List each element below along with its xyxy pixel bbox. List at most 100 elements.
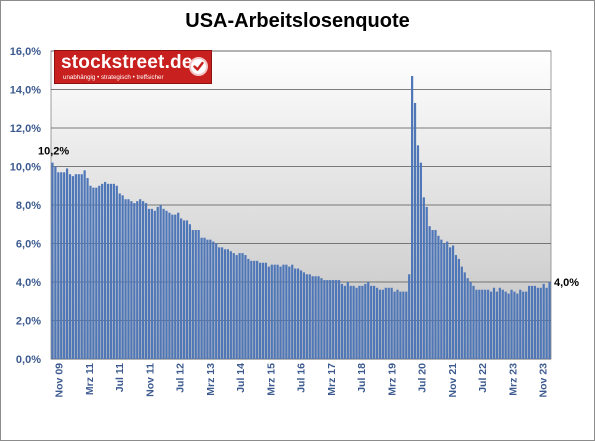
bar xyxy=(440,239,443,359)
bar xyxy=(101,183,104,359)
bar xyxy=(302,272,306,359)
bar xyxy=(311,276,314,359)
bar xyxy=(370,285,373,359)
bar xyxy=(200,237,203,359)
bar xyxy=(294,268,297,359)
bar xyxy=(86,178,89,359)
bar xyxy=(378,289,382,359)
bar xyxy=(428,226,431,359)
bar xyxy=(454,255,458,359)
bar xyxy=(542,283,545,359)
bar xyxy=(124,199,127,359)
bar xyxy=(54,166,57,359)
logo-name: stockstreet.de xyxy=(61,52,193,73)
bar xyxy=(156,206,159,359)
bar xyxy=(150,208,153,359)
bar xyxy=(507,293,510,359)
bar xyxy=(288,266,291,359)
bar xyxy=(253,260,256,359)
bar xyxy=(437,235,440,359)
bar xyxy=(475,289,478,359)
bar xyxy=(504,291,507,359)
bar xyxy=(118,193,121,359)
y-tick-label: 2,0% xyxy=(16,316,41,328)
bar xyxy=(77,174,80,359)
bar xyxy=(358,285,361,359)
bar xyxy=(171,214,174,359)
bar xyxy=(308,274,311,359)
bar xyxy=(334,280,338,359)
x-tick-label: Jul 22 xyxy=(477,363,489,393)
bar xyxy=(536,287,539,359)
bar xyxy=(51,162,54,359)
bar xyxy=(95,187,98,359)
bar xyxy=(457,258,461,359)
y-tick-label: 8,0% xyxy=(16,200,41,212)
stockstreet-logo: stockstreet.de unabhängig • strategisch … xyxy=(54,50,212,84)
x-tick-label: Nov 11 xyxy=(144,363,156,397)
bar xyxy=(65,168,69,359)
bar xyxy=(367,282,370,359)
bar xyxy=(89,185,92,359)
x-tick-label: Jul 16 xyxy=(296,363,308,393)
x-tick-label: Mrz 19 xyxy=(386,363,398,396)
bar xyxy=(355,287,358,359)
bar xyxy=(326,280,329,359)
bar xyxy=(267,266,270,359)
data-label-first: 10,2% xyxy=(38,146,69,158)
bar xyxy=(203,237,206,359)
bar xyxy=(92,187,95,359)
bar xyxy=(191,230,194,359)
bar xyxy=(510,289,513,359)
bar xyxy=(431,230,434,359)
bar xyxy=(185,220,189,359)
bar xyxy=(375,287,379,359)
bar xyxy=(247,258,250,359)
bar xyxy=(103,181,107,359)
y-axis: 0,0% 2,0% 4,0% 6,0% 8,0% 10,0% 12,0% 14,0% 16,0% xyxy=(10,46,41,366)
logo-tagline: unabhängig • strategisch • treffsicher xyxy=(63,74,164,81)
bar xyxy=(443,243,446,359)
bar xyxy=(144,203,148,359)
bar xyxy=(112,183,115,359)
bar xyxy=(539,287,542,359)
bar xyxy=(68,174,72,359)
bar xyxy=(329,280,332,359)
bar xyxy=(273,264,276,359)
bar xyxy=(545,287,548,359)
bar xyxy=(130,201,133,359)
x-tick-label: Jul 12 xyxy=(175,363,187,393)
bar xyxy=(434,230,437,359)
bar xyxy=(349,285,352,359)
bar xyxy=(106,183,110,359)
bar xyxy=(168,212,171,359)
bar xyxy=(159,205,162,359)
bar xyxy=(232,253,235,359)
bar xyxy=(141,201,145,359)
bar xyxy=(115,185,118,359)
bar xyxy=(416,145,420,359)
x-tick-label: Jul 14 xyxy=(235,363,247,393)
bar xyxy=(527,285,531,359)
bar xyxy=(194,230,197,359)
bar xyxy=(256,260,259,359)
chart-title: USA-Arbeitslosenquote xyxy=(185,10,410,32)
bar xyxy=(472,285,475,359)
bar xyxy=(460,266,463,359)
bar xyxy=(180,218,183,359)
x-tick-label: Mrz 11 xyxy=(84,363,96,395)
y-tick-label: 12,0% xyxy=(10,123,41,135)
bar xyxy=(206,239,209,359)
bar xyxy=(372,285,376,359)
bar xyxy=(121,195,124,359)
bar xyxy=(133,203,136,359)
bar xyxy=(384,287,387,359)
bar xyxy=(469,282,472,359)
bar xyxy=(516,293,519,359)
bar xyxy=(411,76,414,360)
bar xyxy=(218,247,221,359)
bar xyxy=(238,253,241,359)
bar xyxy=(264,262,268,359)
bar xyxy=(487,289,490,359)
bar xyxy=(498,287,501,359)
